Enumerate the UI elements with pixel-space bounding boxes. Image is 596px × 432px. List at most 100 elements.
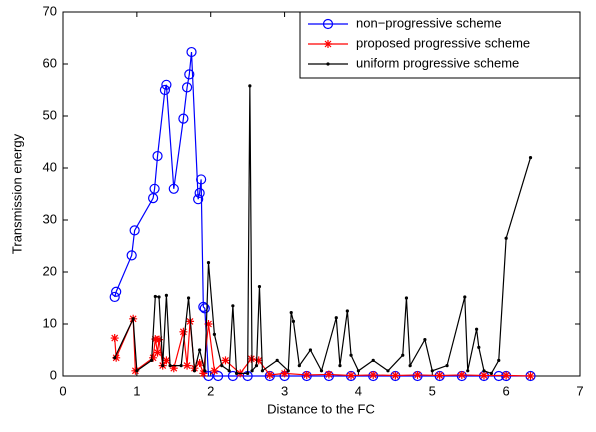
x-tick-label: 7 [576, 383, 583, 398]
data-point [131, 317, 135, 321]
data-point [248, 84, 252, 88]
data-point [275, 358, 279, 362]
y-axis-label: Transmission energy [9, 133, 24, 254]
data-point [204, 320, 213, 328]
data-point [186, 296, 191, 300]
data-point [168, 364, 172, 368]
data-point [479, 371, 488, 380]
data-point [153, 294, 157, 299]
data-point [159, 84, 171, 96]
legend-marker [322, 18, 334, 30]
data-point [212, 332, 217, 336]
data-point [220, 364, 224, 368]
data-point [186, 46, 197, 58]
data-point [254, 364, 259, 368]
data-point [475, 327, 479, 331]
data-point [347, 371, 356, 380]
data-point [257, 284, 262, 289]
data-point [247, 354, 256, 363]
data-point [227, 369, 231, 373]
data-point [497, 358, 501, 362]
legend-label: non−progressive scheme [356, 15, 502, 30]
data-point [206, 261, 211, 265]
data-point [162, 356, 171, 365]
data-point [234, 371, 239, 375]
data-point [135, 369, 139, 373]
y-tick-label: 40 [43, 159, 57, 174]
data-point [109, 291, 120, 303]
data-point [195, 359, 204, 367]
data-point [149, 183, 160, 194]
data-point [113, 356, 117, 360]
data-point [254, 356, 263, 365]
data-point [183, 361, 192, 370]
data-point [179, 327, 188, 336]
y-tick-label: 50 [43, 107, 57, 122]
y-tick-label: 60 [43, 55, 57, 70]
data-point [502, 371, 511, 380]
data-point [291, 319, 296, 323]
data-point [198, 301, 209, 312]
data-point [289, 310, 293, 315]
data-point [466, 369, 470, 373]
data-point [371, 358, 375, 362]
data-point [178, 113, 189, 124]
data-point [231, 304, 235, 308]
data-point [408, 364, 412, 368]
data-point [210, 366, 219, 375]
data-point [386, 369, 390, 373]
x-tick-label: 4 [355, 383, 362, 398]
data-point [477, 345, 481, 349]
data-point [198, 348, 202, 352]
data-point [164, 293, 168, 297]
data-point [153, 348, 162, 357]
data-point [221, 356, 230, 365]
data-point [286, 369, 290, 373]
y-tick-label: 30 [43, 211, 57, 226]
data-point [157, 295, 161, 299]
data-point [369, 370, 378, 379]
data-point [482, 369, 486, 373]
x-tick-label: 3 [281, 383, 288, 398]
data-point [246, 371, 250, 375]
data-point [463, 295, 467, 299]
data-point [161, 364, 165, 368]
legend-marker [326, 62, 330, 66]
data-point [161, 79, 172, 90]
data-point [338, 364, 342, 368]
data-point [126, 250, 137, 261]
x-tick-label: 1 [133, 383, 140, 398]
data-point [404, 296, 409, 300]
x-tick-label: 5 [429, 383, 436, 398]
legend-marker [324, 40, 332, 48]
data-point [391, 371, 400, 380]
data-point [260, 369, 265, 373]
data-point [150, 358, 154, 362]
data-point [213, 370, 224, 382]
legend-box [299, 11, 581, 79]
data-point [504, 236, 508, 240]
data-point [181, 82, 193, 93]
data-point [297, 364, 301, 368]
y-tick-label: 20 [43, 263, 57, 278]
data-point [423, 338, 427, 342]
data-point [196, 174, 207, 185]
data-point [129, 225, 140, 236]
x-tick-label: 0 [59, 383, 66, 398]
data-point [194, 187, 205, 199]
data-point [149, 353, 158, 362]
data-point [324, 370, 333, 379]
data-point [199, 303, 210, 314]
data-point [349, 353, 353, 357]
data-point [526, 372, 535, 380]
data-point [184, 69, 195, 80]
data-point [430, 369, 434, 373]
data-point [528, 156, 533, 160]
data-point [192, 369, 197, 373]
data-point [319, 369, 324, 373]
data-point [111, 286, 122, 297]
data-point [345, 309, 349, 313]
data-point [110, 334, 119, 343]
